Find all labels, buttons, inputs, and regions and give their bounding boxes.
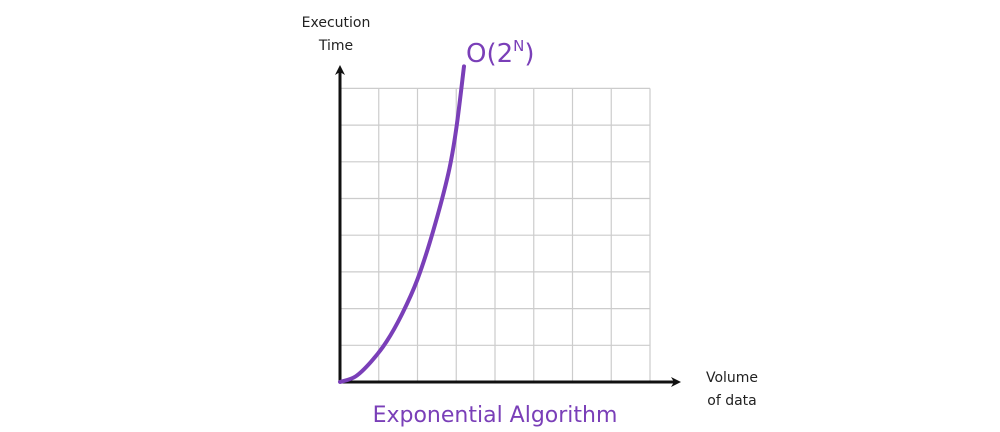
y-axis-label-line1: Execution bbox=[302, 15, 371, 31]
grid bbox=[340, 87, 651, 382]
curve-label-close: ) bbox=[524, 39, 534, 69]
curve-label: O(2N) bbox=[466, 37, 535, 69]
chart-title: Exponential Algorithm bbox=[373, 403, 618, 428]
x-axis-label-line2: of data bbox=[707, 393, 756, 409]
curve-label-base: O(2 bbox=[466, 39, 513, 69]
curve-label-superscript: N bbox=[513, 37, 524, 55]
exponential-curve bbox=[338, 64, 466, 384]
x-axis-label-line1: Volume bbox=[706, 370, 758, 386]
y-axis-label-line2: Time bbox=[318, 38, 353, 54]
